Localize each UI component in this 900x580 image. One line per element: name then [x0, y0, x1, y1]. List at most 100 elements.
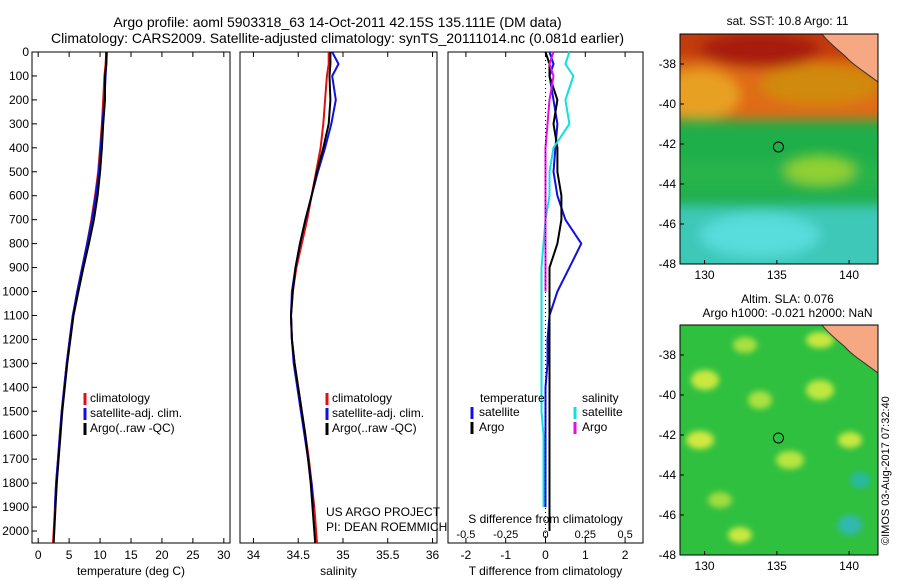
y-tick-label: 1300: [2, 356, 29, 370]
argo-position-marker: [772, 141, 784, 153]
x-axis-label-difference: T difference from climatology: [469, 564, 623, 578]
sst-map-title: sat. SST: 10.8 Argo: 11: [726, 14, 849, 28]
x-axis-label-temperature: temperature (deg C): [77, 564, 185, 578]
map-x-tick-label: 140: [839, 559, 859, 573]
x-tick-label-salinity: 34: [247, 548, 261, 562]
series-salinity-1: [290, 51, 340, 508]
legend-label: Argo: [479, 420, 505, 434]
legend-label: satellite-adj. clim.: [332, 406, 424, 420]
figure-title-line1: Argo profile: aoml 5903318_63 14-Oct-201…: [113, 14, 562, 30]
y-tick-label: 1400: [2, 380, 29, 394]
y-tick-label: 200: [9, 93, 29, 107]
map-y-tick-label: -42: [659, 428, 677, 442]
legend-label: satellite-adj. clim.: [90, 406, 182, 420]
map-frame-sla_map: [679, 324, 879, 556]
series-difference-3: [544, 51, 555, 292]
y-tick-label: 1500: [2, 404, 29, 418]
y-tick-label: 1200: [2, 332, 29, 346]
series-salinity-2: [290, 52, 332, 544]
project-label-line1: US ARGO PROJECT: [326, 505, 441, 519]
legend-header-salinity: salinity: [582, 391, 619, 405]
map-y-tick-label: -46: [659, 508, 677, 522]
y-tick-label: 1800: [2, 476, 29, 490]
map-y-tick-label: -38: [659, 348, 677, 362]
series-temperature-2: [52, 52, 108, 544]
series-difference-0: [544, 51, 583, 508]
sla-map: [680, 325, 878, 555]
legend-label: Argo(..raw -QC): [90, 421, 175, 435]
series-difference-2: [540, 51, 575, 508]
panel-temperature-frame: [31, 51, 231, 544]
legend-label: satellite: [582, 405, 623, 419]
y-tick-label: 1000: [2, 285, 29, 299]
map-y-tick-label: -48: [659, 548, 677, 562]
map-y-tick-label: -40: [659, 97, 677, 111]
x-tick-label-salinity: 36: [426, 548, 440, 562]
x-tick-label-salinity: 35: [336, 548, 350, 562]
legend-label: Argo: [582, 420, 608, 434]
x-tick-label-temperature: 30: [217, 548, 231, 562]
x-tick-label-salinity: 35.5: [376, 548, 400, 562]
y-tick-label: 700: [9, 213, 29, 227]
map-y-tick-label: -46: [659, 217, 677, 231]
legend-label: satellite: [479, 405, 520, 419]
s-tick-label: -0.25: [493, 529, 518, 541]
sla-map-title-line1: Altim. SLA: 0.076: [741, 292, 834, 306]
x-tick-label-temperature: 20: [155, 548, 169, 562]
map-x-tick-label: 130: [695, 268, 715, 282]
y-tick-label: 1700: [2, 452, 29, 466]
map-y-tick-label: -40: [659, 388, 677, 402]
map-x-tick-label: 135: [767, 559, 787, 573]
figure-title-line2: Climatology: CARS2009. Satellite-adjuste…: [50, 30, 624, 46]
x-tick-label-temperature: 25: [186, 548, 200, 562]
s-tick-label: -0.5: [456, 529, 475, 541]
x-tick-label-difference: 2: [622, 548, 629, 562]
s-tick-label: 0.25: [575, 529, 596, 541]
series-temperature-0: [52, 51, 108, 544]
y-tick-label: 400: [9, 141, 29, 155]
y-tick-label: 2000: [2, 524, 29, 538]
panel-salinity-frame: [239, 51, 438, 544]
y-tick-label: 300: [9, 117, 29, 131]
map-x-tick-label: 135: [767, 268, 787, 282]
x-tick-label-salinity: 34.5: [287, 548, 311, 562]
y-tick-label: 1900: [2, 500, 29, 514]
x-tick-label-temperature: 5: [66, 548, 73, 562]
series-difference-1: [544, 51, 563, 531]
s-axis-label: S difference from climatology: [468, 512, 623, 526]
x-tick-label-temperature: 0: [35, 548, 42, 562]
s-tick-label: 0: [542, 529, 548, 541]
legend-label: climatology: [332, 391, 392, 405]
y-tick-label: 500: [9, 165, 29, 179]
sla-map-title-line2: Argo h1000: -0.021 h2000: NaN: [702, 306, 873, 320]
map-y-tick-label: -38: [659, 57, 677, 71]
y-tick-label: 800: [9, 237, 29, 251]
x-tick-label-difference: 0: [542, 548, 549, 562]
y-tick-label: 1100: [3, 308, 29, 322]
map-y-tick-label: -44: [659, 468, 677, 482]
x-tick-label-difference: -1: [500, 548, 511, 562]
map-x-tick-label: 140: [839, 268, 859, 282]
sst-map: [680, 34, 878, 264]
map-y-tick-label: -48: [659, 257, 677, 271]
map-x-tick-label: 130: [695, 559, 715, 573]
argo-position-marker: [772, 432, 784, 444]
legend-label: Argo(..raw -QC): [332, 421, 417, 435]
y-tick-label: 100: [9, 69, 29, 83]
map-y-tick-label: -42: [659, 137, 677, 151]
legend-header-temperature: temperature: [480, 391, 545, 405]
y-tick-label: 0: [22, 45, 29, 59]
x-tick-label-difference: 1: [582, 548, 589, 562]
x-axis-label-salinity: salinity: [320, 564, 357, 578]
s-tick-label: 0.5: [617, 529, 632, 541]
project-label-line2: PI: DEAN ROEMMICH: [326, 520, 447, 534]
y-tick-label: 1600: [2, 428, 29, 442]
map-y-tick-label: -44: [659, 177, 677, 191]
y-tick-label: 900: [9, 261, 29, 275]
legend-label: climatology: [90, 391, 150, 405]
x-tick-label-temperature: 10: [93, 548, 107, 562]
x-tick-label-temperature: 15: [124, 548, 138, 562]
map-frame-sst_map: [679, 33, 879, 265]
x-tick-label-difference: -2: [461, 548, 472, 562]
